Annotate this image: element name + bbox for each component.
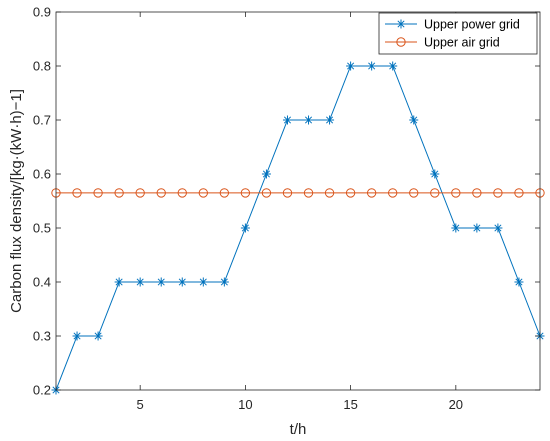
x-tick-label: 20: [449, 397, 463, 412]
data-point: [135, 188, 145, 198]
data-point: [282, 115, 292, 125]
data-point: [114, 277, 124, 287]
data-point: [304, 115, 314, 125]
legend-marker-upper-power-grid: [396, 19, 406, 29]
data-point: [324, 188, 335, 198]
legend-marker-upper-air-grid: [396, 37, 406, 47]
data-point: [156, 277, 166, 287]
data-point: [156, 188, 166, 198]
data-point: [387, 188, 398, 198]
legend-label-upper-air-grid: Upper air grid: [424, 36, 500, 50]
y-tick-label: 0.7: [33, 113, 51, 128]
y-tick-label: 0.3: [33, 329, 51, 344]
plot-frame: [55, 11, 541, 391]
y-axis-title: Carbon flux density/[kg·(kW·h)−1]: [8, 89, 25, 313]
data-point: [219, 277, 229, 287]
x-axis-title: t/h: [290, 421, 307, 438]
data-point: [198, 188, 209, 198]
data-point: [198, 277, 208, 287]
data-point: [177, 188, 187, 198]
data-point: [219, 188, 230, 198]
series-upper-air-grid: [51, 188, 545, 198]
data-point: [135, 277, 145, 287]
data-point: [472, 223, 482, 233]
data-point: [430, 188, 440, 198]
legend-label-upper-power-grid: Upper power grid: [424, 18, 520, 32]
data-point: [514, 188, 524, 198]
data-point: [261, 169, 271, 179]
y-tick-label: 0.8: [33, 59, 51, 74]
data-point: [388, 61, 398, 71]
legend: Upper power grid Upper air grid: [378, 12, 538, 55]
data-point: [493, 188, 503, 198]
y-tick-label: 0.2: [33, 383, 51, 398]
legend-marker-glyph: [396, 19, 406, 29]
data-point: [114, 188, 124, 198]
data-point: [430, 169, 440, 179]
data-point: [451, 223, 461, 233]
y-tick-label: 0.5: [33, 221, 51, 236]
data-point: [472, 188, 482, 198]
x-tick-label: 15: [343, 397, 357, 412]
data-point: [93, 188, 103, 198]
y-tick-label: 0.6: [33, 167, 51, 182]
data-point: [261, 188, 272, 198]
data-point: [346, 61, 356, 71]
x-tick-label: 5: [137, 397, 144, 412]
data-point: [303, 188, 314, 198]
data-point: [72, 331, 82, 341]
data-point: [514, 277, 524, 287]
plot-area: [56, 12, 540, 390]
y-tick-label: 0.4: [33, 275, 51, 290]
data-point: [72, 188, 82, 198]
data-point: [345, 188, 356, 198]
data-point: [409, 115, 419, 125]
data-point: [409, 188, 419, 198]
series-layer: [51, 61, 545, 395]
legend-marker-glyph: [396, 37, 406, 47]
data-point: [93, 331, 103, 341]
legend-box: [378, 12, 538, 55]
data-point: [325, 115, 335, 125]
y-tick-label: 0.9: [33, 5, 51, 20]
ticks-layer: 5 10 15 20 0.2 0.3 0.4 0.5 0.6 0.7 0.8 0.9: [33, 5, 540, 412]
series-upper-power-grid: [51, 61, 545, 395]
data-point: [367, 61, 377, 71]
x-tick-label: 10: [238, 397, 252, 412]
data-point: [240, 188, 251, 198]
data-point: [282, 188, 293, 198]
data-point: [451, 188, 461, 198]
data-point: [240, 223, 250, 233]
data-point: [177, 277, 187, 287]
data-point: [366, 188, 377, 198]
data-point: [493, 223, 503, 233]
